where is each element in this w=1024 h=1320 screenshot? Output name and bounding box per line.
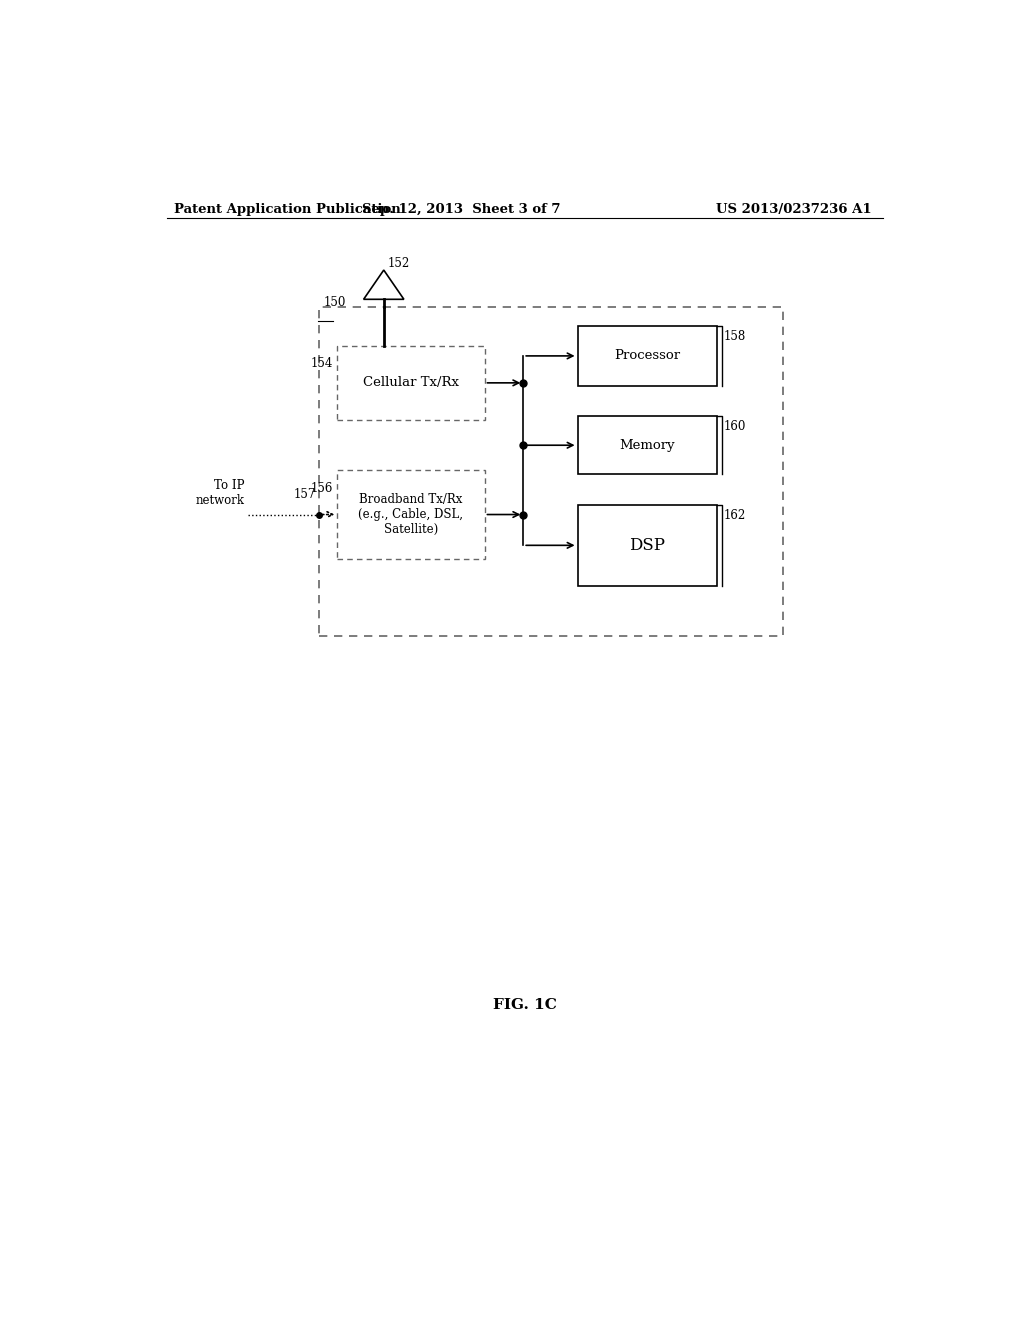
Bar [578, 504, 717, 586]
Text: DSP: DSP [630, 537, 666, 554]
Text: To IP
network: To IP network [196, 479, 245, 507]
Text: 162: 162 [723, 508, 745, 521]
Text: FIG. 1C: FIG. 1C [493, 998, 557, 1011]
Polygon shape [364, 271, 403, 300]
Text: 150: 150 [324, 296, 346, 309]
Text: 157: 157 [293, 487, 315, 500]
Bar [337, 470, 484, 558]
Text: 156: 156 [311, 482, 334, 495]
Text: US 2013/0237236 A1: US 2013/0237236 A1 [717, 203, 872, 216]
Text: Processor: Processor [614, 350, 680, 363]
Bar [319, 308, 783, 636]
Bar [578, 326, 717, 385]
Text: Broadband Tx/Rx
(e.g., Cable, DSL,
Satellite): Broadband Tx/Rx (e.g., Cable, DSL, Satel… [358, 494, 464, 536]
Text: Cellular Tx/Rx: Cellular Tx/Rx [362, 376, 459, 389]
Text: 152: 152 [388, 257, 410, 271]
Text: Patent Application Publication: Patent Application Publication [174, 203, 401, 216]
Text: 154: 154 [311, 358, 334, 370]
Text: 158: 158 [723, 330, 745, 343]
Text: Sep. 12, 2013  Sheet 3 of 7: Sep. 12, 2013 Sheet 3 of 7 [362, 203, 560, 216]
Bar [578, 416, 717, 474]
Bar [337, 346, 484, 420]
Text: Memory: Memory [620, 438, 675, 451]
Text: 160: 160 [723, 420, 745, 433]
